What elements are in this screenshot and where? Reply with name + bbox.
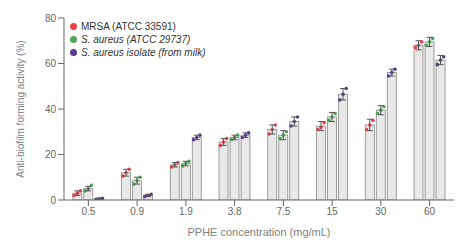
- svg-text:0.9: 0.9: [130, 206, 144, 217]
- svg-text:PPHE concentration (mg/mL): PPHE concentration (mg/mL): [187, 226, 330, 238]
- svg-text:15: 15: [327, 206, 339, 217]
- svg-text:0: 0: [50, 195, 56, 206]
- html-text:S. aureus isolate (from milk): S. aureus isolate (from milk): [81, 47, 206, 58]
- html-text:S. aureus (ATCC 29737): S. aureus (ATCC 29737): [81, 34, 191, 45]
- svg-text:60: 60: [424, 206, 436, 217]
- svg-text:60: 60: [45, 58, 57, 69]
- html-text:MRSA (ATCC 33591): MRSA (ATCC 33591): [81, 21, 176, 32]
- svg-text:20: 20: [45, 149, 57, 160]
- svg-text:Anti-biofilm forming activity: Anti-biofilm forming activity (%): [15, 40, 26, 177]
- svg-text:3.8: 3.8: [228, 206, 242, 217]
- svg-text:40: 40: [45, 104, 57, 115]
- svg-text:80: 80: [45, 13, 57, 24]
- svg-text:7.5: 7.5: [276, 206, 290, 217]
- svg-text:30: 30: [375, 206, 387, 217]
- svg-text:0.5: 0.5: [81, 206, 95, 217]
- svg-text:1.9: 1.9: [179, 206, 193, 217]
